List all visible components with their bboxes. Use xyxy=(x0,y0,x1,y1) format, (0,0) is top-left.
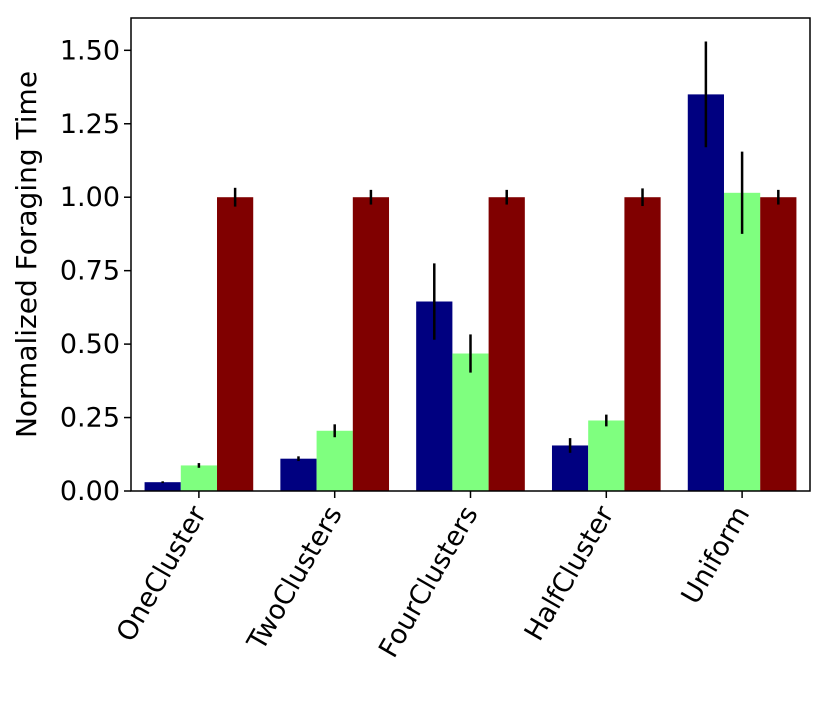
y-tick-label: 0.50 xyxy=(60,329,120,360)
y-tick-label: 0.75 xyxy=(60,256,120,287)
bar-twoclusters-series-1 xyxy=(280,458,317,491)
bar-fourclusters-series-3 xyxy=(488,197,525,491)
y-tick-label: 1.00 xyxy=(60,182,120,213)
bar-uniform-series-2 xyxy=(723,192,761,491)
bars-layer xyxy=(144,94,797,491)
bar-onecluster-series-3 xyxy=(217,197,254,491)
bar-onecluster-series-2 xyxy=(180,465,218,491)
bar-uniform-series-1 xyxy=(687,94,724,491)
x-axis: OneCluster TwoClusters FourClusters HalfClu… xyxy=(111,491,756,663)
x-tick-label: Uniform xyxy=(676,501,757,609)
x-tick-label: OneCluster xyxy=(111,500,214,647)
x-tick-label: TwoClusters xyxy=(241,501,349,656)
bar-halfcluster-series-3 xyxy=(624,197,661,491)
bar-halfcluster-series-1 xyxy=(551,445,589,491)
y-tick-label: 1.50 xyxy=(60,35,120,66)
y-tick-label: 0.25 xyxy=(60,403,120,434)
x-tick-label: HalfCluster xyxy=(519,500,621,646)
y-tick-label: 0.00 xyxy=(60,476,120,507)
bar-onecluster-series-1 xyxy=(144,482,181,491)
error-bars-layer xyxy=(161,41,780,484)
x-tick-label: FourClusters xyxy=(373,501,484,663)
bar-twoclusters-series-3 xyxy=(352,197,390,491)
y-tick-label: 1.25 xyxy=(60,109,120,140)
y-axis: 0.00 0.25 0.50 0.75 1.00 1.25 1.50 xyxy=(60,35,131,507)
bar-halfcluster-series-2 xyxy=(588,420,625,491)
bar-uniform-series-3 xyxy=(760,197,797,491)
y-axis-title: Normalized Foraging Time xyxy=(10,71,43,438)
bar-fourclusters-series-2 xyxy=(452,353,489,491)
bar-twoclusters-series-2 xyxy=(316,430,353,491)
